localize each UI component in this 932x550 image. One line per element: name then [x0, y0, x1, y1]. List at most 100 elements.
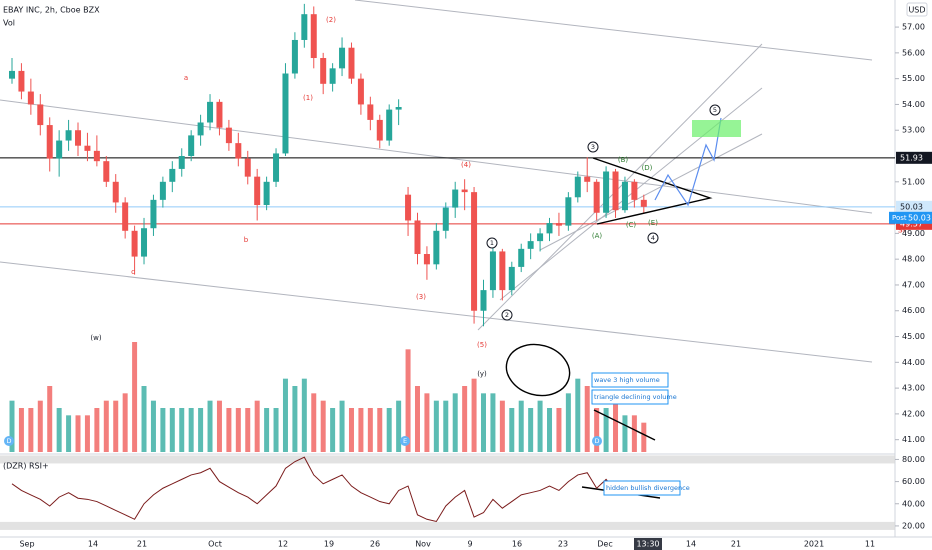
candle-body — [46, 125, 53, 159]
rsi-line — [11, 456, 644, 523]
wave-label: (y) — [477, 370, 487, 378]
candle-body — [518, 248, 525, 267]
y-tick-label: 54.00 — [902, 100, 925, 109]
volume-bar — [56, 408, 62, 452]
candle-body — [27, 91, 34, 105]
candle-body — [122, 202, 129, 231]
volume-bar — [547, 408, 553, 452]
volume — [9, 342, 647, 452]
candle-body — [584, 176, 591, 182]
volume-bar — [301, 378, 307, 452]
volume-bar — [528, 408, 534, 452]
volume-bar — [594, 408, 600, 452]
candle-body — [537, 233, 544, 242]
wave-label: (5) — [477, 341, 487, 349]
volume-bar — [396, 400, 402, 452]
volume-bar — [339, 400, 345, 452]
annotations: a b c (1) (2) (3) (4) (5) (w) (y) 1 2 3 4 5 (A) (B) (C) (D… — [4, 16, 721, 496]
candle-body — [56, 140, 63, 159]
candle-body — [178, 156, 185, 169]
candles — [9, 3, 647, 327]
note-box — [591, 389, 669, 405]
target-zone — [692, 120, 741, 137]
wave-label: (D) — [642, 164, 653, 172]
wave-label: 4 — [651, 234, 655, 242]
volume-bar — [282, 378, 288, 452]
currency-box[interactable] — [906, 2, 928, 17]
candle-body — [310, 14, 317, 59]
candle-body — [216, 101, 223, 128]
volume-trend — [593, 409, 656, 441]
rsi — [11, 456, 644, 523]
y-tick-label: 41.00 — [902, 435, 925, 444]
volume-bar — [631, 415, 637, 452]
wave-circle — [647, 232, 659, 244]
candle-body — [395, 107, 402, 110]
candle-body — [565, 197, 572, 226]
volume-bar — [66, 415, 72, 452]
chart-title: EBAY INC, 2h, Cboe BZX — [3, 6, 100, 15]
wave-label: (4) — [461, 161, 471, 169]
axes: 41.00 42.00 43.00 44.00 45.00 46.00 47.00 48.00… — [19, 23, 925, 550]
candle-body — [612, 171, 619, 211]
volume-bar — [160, 408, 166, 452]
note: wave 3 high volume — [594, 376, 660, 384]
wave-label: (B) — [618, 156, 629, 164]
volume-bar — [348, 408, 354, 452]
volume-bar — [18, 408, 24, 452]
x-tick-label: 16 — [512, 540, 522, 549]
x-tick-label: 12 — [278, 540, 288, 549]
volume-bar — [471, 378, 477, 452]
rsi-band — [0, 455, 895, 464]
volume-bar — [103, 400, 109, 452]
x-tick-label: 9 — [467, 540, 472, 549]
crosshair-label: 13:30 — [636, 540, 659, 549]
volume-bar — [226, 408, 232, 452]
note: hidden bullish divergence — [606, 484, 690, 492]
projection — [654, 117, 722, 207]
y-tick-label: 57.00 — [902, 23, 925, 32]
indicator-label: (DZR) RSI+ — [3, 462, 49, 471]
volume-bar — [622, 415, 628, 452]
candle-body — [593, 181, 600, 213]
volume-bar — [292, 386, 298, 452]
candle-body — [301, 14, 308, 40]
wave-label: 5 — [713, 106, 717, 114]
y-tick-label: 56.00 — [902, 48, 925, 57]
x-tick-label: Dec — [597, 540, 612, 549]
candle-body — [508, 266, 515, 291]
candle-body — [207, 101, 214, 123]
y-tick-label: 48.00 — [902, 255, 925, 264]
y-tick-label: 47.00 — [902, 280, 925, 289]
candle-body — [348, 47, 355, 79]
wave-label: (C) — [626, 221, 637, 229]
volume-circle — [505, 343, 571, 397]
volume-bar — [367, 408, 373, 452]
volume-bar — [273, 408, 279, 452]
volume-bar — [37, 400, 43, 452]
candle-body — [37, 104, 44, 126]
volume-bar — [28, 408, 34, 452]
volume-bar — [216, 400, 222, 452]
volume-bar — [481, 393, 486, 452]
candle-body — [621, 181, 628, 211]
candle-body — [150, 199, 157, 229]
post-label: Post — [892, 214, 907, 222]
event-label: E — [403, 437, 407, 445]
volume-bar — [198, 408, 204, 452]
volume-bar — [641, 422, 647, 452]
y-tick-label: 43.00 — [902, 384, 925, 393]
candle-body — [631, 181, 638, 200]
volume-bar — [556, 408, 562, 452]
volume-bar — [122, 393, 128, 452]
volume-bar — [443, 400, 449, 452]
level-label: 51.93 — [900, 153, 923, 162]
wave-label: 2 — [505, 311, 509, 319]
candle-body — [471, 192, 478, 311]
post-value: 50.03 — [908, 213, 931, 222]
candle-body — [339, 47, 346, 69]
note-box — [591, 372, 669, 388]
x-tick-label: Nov — [415, 540, 431, 549]
volume-bar — [320, 400, 326, 452]
